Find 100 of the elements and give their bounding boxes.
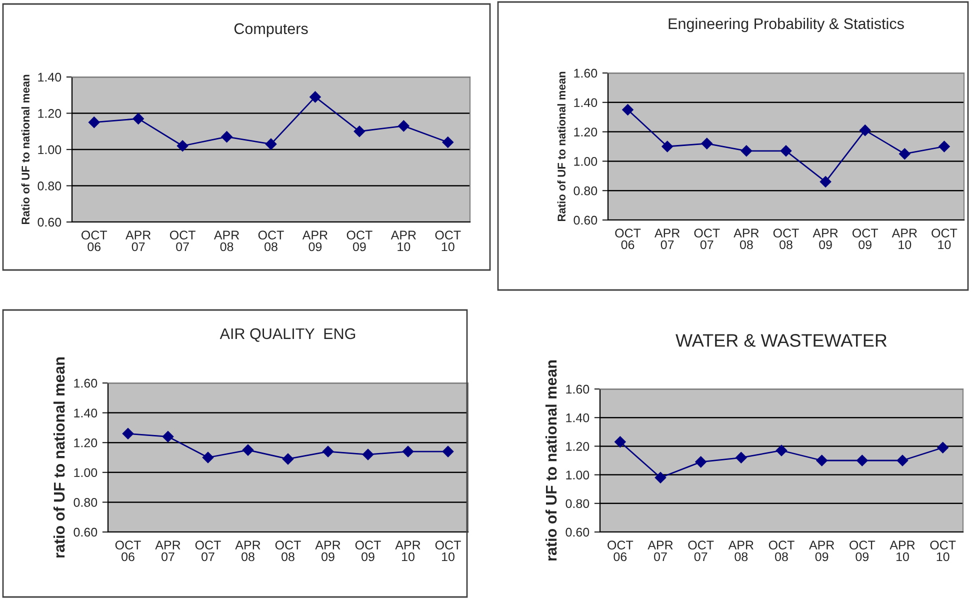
x-tick-label: OCT 09 [850, 540, 876, 562]
point [938, 140, 950, 152]
x-tick-label: OCT 10 [435, 540, 461, 562]
x-tick-label: APR 10 [390, 230, 416, 252]
chart-title: Engineering Probability & Statistics [668, 18, 904, 32]
y-tick-label: 0.60 [574, 216, 598, 225]
x-tick-label: APR 08 [728, 540, 754, 562]
point [899, 148, 910, 160]
x-tick-label: APR 10 [395, 540, 420, 562]
y-axis-title: Ratio of UF to national mean [21, 74, 30, 224]
y-tick-label: 1.40 [574, 98, 598, 108]
y-tick-label: 1.00 [574, 157, 598, 166]
x-tick-label: OCT 06 [82, 230, 108, 252]
x-tick-label: APR 09 [812, 228, 838, 250]
point [820, 176, 832, 188]
point [816, 454, 828, 466]
point [701, 138, 712, 150]
point [322, 446, 334, 458]
point [860, 124, 871, 136]
point [654, 472, 666, 484]
x-tick-label: APR 10 [890, 540, 915, 562]
y-tick-label: 1.20 [574, 128, 598, 136]
point [442, 446, 454, 458]
y-tick-label: 1.00 [74, 468, 98, 478]
x-tick-label: OCT 09 [355, 540, 381, 562]
point [88, 116, 100, 128]
y-axis-title: ratio of UF to national mean [53, 357, 65, 558]
y-tick-label: 1.40 [566, 413, 590, 422]
x-tick-label: OCT 07 [688, 540, 714, 562]
y-tick-label: 1.60 [74, 378, 98, 388]
point [221, 131, 232, 142]
point [780, 145, 792, 157]
y-tick-label: 0.80 [38, 182, 62, 190]
x-tick-label: OCT 06 [615, 228, 641, 250]
y-tick-label: 1.60 [566, 384, 590, 394]
x-tick-label: OCT 07 [170, 230, 196, 252]
point [662, 140, 673, 152]
point [362, 448, 374, 460]
y-tick-label: 0.60 [74, 528, 98, 537]
x-tick-label: APR 07 [654, 228, 680, 250]
point [176, 140, 188, 152]
point [398, 120, 410, 132]
point [776, 444, 788, 456]
x-tick-label: APR 08 [734, 228, 759, 250]
y-tick-label: 1.60 [574, 68, 598, 78]
x-tick-label: OCT 08 [773, 228, 799, 250]
point [202, 452, 214, 464]
point [740, 145, 752, 157]
y-tick-label: 0.60 [566, 528, 590, 537]
chart-title: Computers [234, 23, 308, 38]
point [354, 126, 366, 137]
y-axis-title: ratio of UF to national mean [545, 360, 557, 560]
x-tick-label: APR 09 [315, 540, 340, 562]
point [937, 442, 948, 454]
y-tick-label: 0.80 [566, 499, 590, 508]
x-tick-label: OCT 06 [608, 540, 634, 562]
x-tick-label: APR 08 [214, 230, 240, 252]
chart-title: AIR QUALITY ENG [220, 328, 356, 342]
point [242, 444, 254, 456]
x-tick-label: APR 08 [235, 540, 260, 562]
y-tick-label: 1.00 [566, 470, 590, 480]
chart-title: WATER & WASTEWATER [676, 334, 887, 347]
x-tick-label: APR 10 [892, 228, 917, 250]
x-tick-label: APR 07 [155, 540, 180, 562]
x-tick-label: OCT 08 [275, 540, 301, 562]
y-tick-label: 1.20 [566, 442, 590, 451]
x-tick-label: APR 09 [302, 230, 328, 252]
point [310, 91, 321, 103]
x-tick-label: OCT 07 [195, 540, 221, 562]
point [614, 436, 626, 448]
point [122, 428, 134, 440]
x-tick-label: OCT 09 [852, 228, 878, 250]
x-tick-label: APR 07 [648, 540, 673, 562]
point [622, 104, 634, 116]
point [402, 446, 414, 458]
x-tick-label: OCT 07 [694, 228, 720, 250]
y-axis-title: Ratio of UF to national mean [557, 72, 566, 222]
y-tick-label: 0.60 [38, 218, 62, 227]
point [282, 453, 294, 465]
y-tick-label: 1.20 [74, 438, 98, 448]
x-tick-label: OCT 06 [115, 540, 141, 562]
point [265, 138, 277, 150]
x-tick-label: OCT 08 [768, 540, 794, 562]
point [736, 452, 747, 464]
x-tick-label: APR 07 [126, 230, 151, 252]
point [132, 113, 144, 124]
x-tick-label: OCT 08 [258, 230, 284, 252]
point [695, 456, 706, 468]
point [856, 454, 868, 466]
y-tick-label: 1.00 [38, 145, 62, 154]
x-tick-label: OCT 10 [932, 228, 958, 250]
y-tick-label: 1.40 [38, 72, 62, 82]
y-tick-label: 1.20 [38, 109, 62, 118]
y-tick-label: 1.40 [74, 408, 98, 418]
point [896, 454, 908, 466]
y-tick-label: 0.80 [574, 186, 598, 196]
y-tick-label: 0.80 [74, 498, 98, 507]
x-tick-label: APR 09 [809, 540, 834, 562]
x-tick-label: OCT 09 [346, 230, 372, 252]
x-tick-label: OCT 10 [930, 540, 956, 562]
